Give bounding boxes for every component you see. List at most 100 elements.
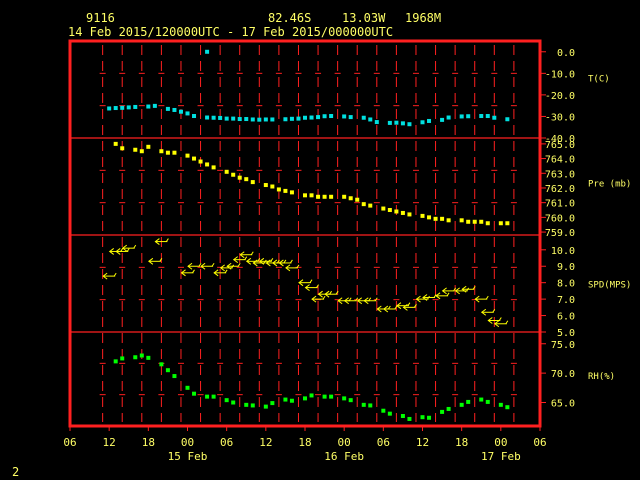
x-tick-label: 00 bbox=[494, 436, 507, 449]
wind-head bbox=[324, 290, 330, 298]
wind-head bbox=[487, 317, 493, 324]
humidity-point bbox=[446, 406, 451, 411]
wind-head bbox=[102, 272, 108, 280]
y-tick-label: 759.0 bbox=[545, 228, 575, 239]
pressure-point bbox=[224, 169, 229, 174]
pressure-point bbox=[446, 218, 451, 223]
wind-barb bbox=[115, 248, 130, 255]
pressure-point bbox=[342, 194, 347, 199]
temperature-point bbox=[218, 115, 223, 120]
temperature-point bbox=[446, 115, 451, 120]
wind-head bbox=[402, 303, 408, 311]
plot-frame bbox=[68, 39, 542, 428]
pressure-point bbox=[205, 162, 210, 167]
wind-head bbox=[422, 294, 428, 301]
temperature-point bbox=[387, 120, 392, 125]
panel-label: T(C) bbox=[588, 75, 610, 85]
temperature-point bbox=[205, 115, 210, 120]
wind-barb bbox=[324, 290, 339, 298]
y-axes: 0.0 -10.0 -20.0 -30.0 -40.0 T(C) 765.0 764.0 763… bbox=[540, 48, 631, 410]
wind-barb bbox=[213, 269, 228, 277]
pressure-point bbox=[270, 184, 275, 189]
temperature-point bbox=[133, 104, 138, 109]
x-tick-label: 00 bbox=[181, 436, 194, 449]
wind-head bbox=[441, 287, 447, 295]
humidity-point bbox=[224, 398, 229, 403]
y-tick-label: -20.0 bbox=[545, 91, 575, 102]
pressure-point bbox=[231, 172, 236, 177]
temperature-point bbox=[407, 122, 412, 127]
humidity-point bbox=[381, 408, 386, 413]
wind-head bbox=[396, 302, 402, 310]
y-tick-label: 10.0 bbox=[551, 246, 575, 257]
x-date-label: 16 Feb bbox=[324, 450, 364, 463]
wind-head bbox=[435, 292, 441, 300]
pressure-point bbox=[289, 190, 294, 195]
wind-barb bbox=[102, 272, 117, 280]
wind-tail bbox=[198, 262, 202, 267]
humidity-point bbox=[205, 394, 210, 399]
y-tick-label: -10.0 bbox=[545, 69, 575, 80]
humidity-point bbox=[303, 396, 307, 401]
wind-head bbox=[272, 259, 278, 267]
temperature-point bbox=[420, 120, 425, 125]
pressure-point bbox=[309, 193, 314, 198]
temperature-point bbox=[316, 115, 321, 120]
pressure-point bbox=[133, 147, 138, 152]
y-tick-label: 760.0 bbox=[545, 213, 575, 224]
wind-tail bbox=[453, 287, 457, 292]
humidity-point bbox=[146, 355, 151, 360]
humidity-point bbox=[211, 394, 216, 399]
temperature-point bbox=[485, 114, 490, 119]
x-tick-label: 12 bbox=[259, 436, 272, 449]
x-date-label: 17 Feb bbox=[481, 450, 521, 463]
wind-barb bbox=[363, 297, 378, 305]
temperature-point bbox=[440, 117, 445, 122]
temperature-point bbox=[211, 115, 216, 120]
pressure-point bbox=[394, 209, 399, 214]
wind-tail bbox=[316, 284, 319, 288]
pressure-point bbox=[211, 165, 216, 170]
x-tick-label: 12 bbox=[103, 436, 116, 449]
wind-head bbox=[356, 297, 363, 305]
humidity-point bbox=[329, 394, 334, 399]
temperature-point bbox=[283, 117, 288, 122]
wind-tail bbox=[485, 295, 489, 300]
temperature-point bbox=[172, 107, 177, 112]
wind-tail bbox=[433, 294, 437, 298]
humidity-point bbox=[283, 397, 288, 402]
humidity-point bbox=[485, 399, 490, 404]
pressure-point bbox=[165, 150, 170, 155]
wind-head bbox=[343, 297, 349, 305]
y-tick-label: 0.0 bbox=[557, 48, 575, 59]
temperature-point bbox=[107, 106, 112, 111]
wind-head bbox=[304, 284, 310, 292]
wind-tail bbox=[192, 269, 195, 274]
panel-label: Pre (mb) bbox=[588, 180, 631, 190]
humidity-point bbox=[407, 416, 412, 421]
pressure-point bbox=[237, 175, 242, 180]
humidity-point bbox=[498, 402, 503, 407]
wind-tail bbox=[505, 320, 509, 325]
wind-tail bbox=[394, 305, 398, 310]
wind-barb bbox=[187, 262, 202, 270]
pressure-point bbox=[316, 194, 321, 199]
wind-head bbox=[219, 264, 225, 272]
humidity-point bbox=[479, 397, 484, 402]
wind-head bbox=[376, 305, 382, 313]
humidity-point bbox=[165, 368, 170, 373]
pressure-point bbox=[459, 218, 464, 223]
wind-head bbox=[108, 248, 114, 255]
temperature-point bbox=[185, 111, 190, 116]
x-tick-label: 06 bbox=[377, 436, 390, 449]
wind-barb bbox=[200, 262, 215, 270]
x-axis: 06 12 18 00 06 12 18 00 06 12 18 00 06 15 Feb 16 Feb 17… bbox=[63, 426, 547, 463]
humidity-point bbox=[348, 398, 353, 403]
temperature-point bbox=[427, 118, 432, 123]
wind-tail bbox=[257, 258, 261, 262]
temperature-point bbox=[466, 114, 471, 119]
y-tick-label: 9.0 bbox=[557, 262, 575, 273]
y-tick-label: 65.0 bbox=[551, 399, 575, 410]
wind-barb bbox=[343, 297, 359, 305]
station-id: 9116 bbox=[86, 11, 115, 25]
